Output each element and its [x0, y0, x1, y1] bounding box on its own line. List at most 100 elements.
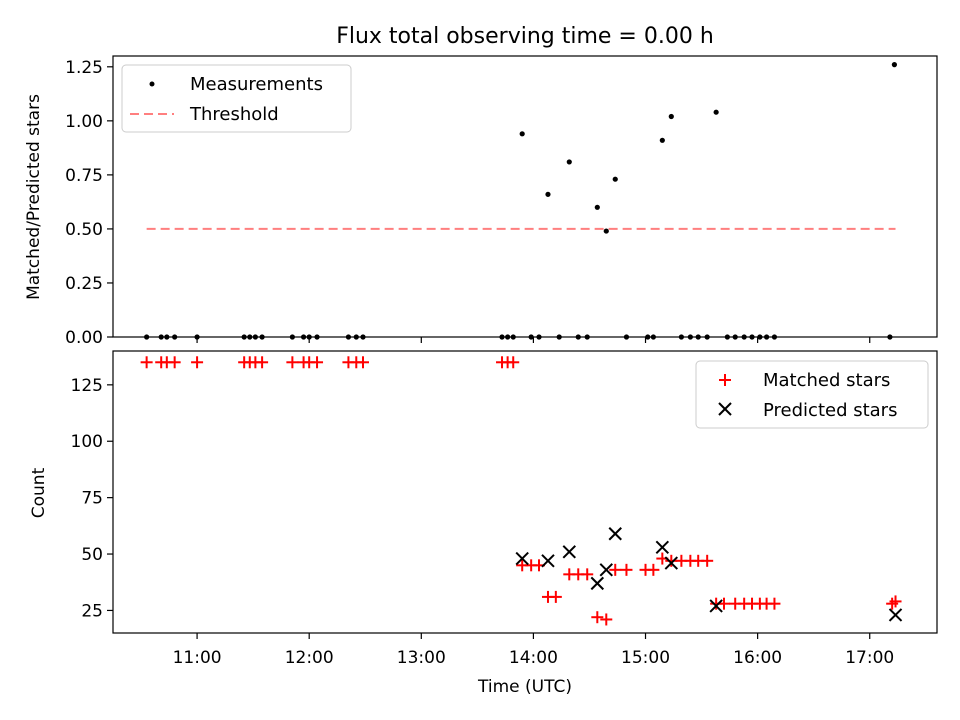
measurement-point	[623, 334, 630, 340]
measurement-point	[645, 334, 651, 340]
predicted-star-point	[888, 608, 903, 622]
figure-title: Flux total observing time = 0.00 h	[336, 24, 714, 49]
measurement-point	[771, 334, 778, 340]
top-y-tick-label: 0.50	[65, 220, 103, 240]
measurement-point	[545, 191, 551, 197]
matched-star-point	[191, 356, 204, 369]
measurement-point	[704, 334, 710, 340]
measurement-point	[164, 334, 170, 340]
measurement-point	[510, 334, 516, 340]
measurement-point	[505, 334, 511, 340]
matched-star-point	[140, 356, 153, 369]
measurement-point	[659, 137, 665, 143]
predicted-star-point	[541, 554, 555, 568]
measurement-point	[353, 334, 359, 340]
measurement-point	[650, 334, 656, 340]
measurement-point	[252, 334, 258, 340]
top-y-tick-label: 0.00	[65, 328, 103, 348]
measurement-point	[247, 334, 253, 340]
bottom-panel: 25 50 75 100 125 11:00 12:00 13:00 14:00 15:00 16…	[29, 350, 938, 697]
measurement-point	[603, 228, 609, 234]
measurement-point	[314, 334, 320, 340]
matched-star-point	[701, 554, 714, 567]
matched-star-point	[620, 563, 633, 576]
bottom-x-tick-label: 11:00	[173, 648, 222, 668]
bottom-x-tick-label: 17:00	[845, 648, 894, 668]
bottom-legend: Matched stars Predicted stars	[695, 360, 929, 429]
measurement-point	[724, 334, 730, 340]
measurement-point	[887, 334, 893, 340]
measurement-point	[528, 334, 534, 340]
legend-threshold-label: Threshold	[189, 104, 279, 125]
legend-measurements-label: Measurements	[190, 74, 323, 95]
matched-star-point	[311, 356, 324, 369]
measurement-point	[584, 334, 590, 340]
measurement-point	[732, 334, 738, 340]
bottom-y-tick-label: 25	[81, 601, 103, 621]
top-legend: Measurements Threshold	[121, 64, 352, 133]
top-panel: 0.00 0.25 0.50 0.75 1.00 1.25 Matched/Predict…	[24, 55, 938, 348]
bottom-y-label: Count	[29, 467, 49, 518]
measurement-point	[194, 334, 200, 340]
matched-star-point	[889, 595, 902, 608]
measurement-point	[289, 334, 295, 340]
predicted-star-point	[664, 556, 679, 570]
measurement-point	[519, 131, 525, 137]
matched-star-point	[286, 356, 299, 369]
matched-star-point	[581, 568, 594, 581]
bottom-y-tick-label: 50	[81, 545, 103, 565]
top-y-label: Matched/Predicted stars	[24, 94, 44, 300]
bottom-x-tick-label: 13:00	[397, 648, 446, 668]
measurement-points	[144, 62, 897, 340]
legend-matched-marker	[719, 374, 731, 386]
measurement-point	[499, 334, 505, 340]
top-y-tick-label: 0.75	[65, 166, 103, 186]
matched-star-point	[357, 356, 370, 369]
measurement-point	[594, 204, 600, 210]
matched-star-point	[647, 563, 660, 576]
matched-star-point	[717, 597, 730, 610]
top-y-tick-label: 1.00	[65, 112, 103, 132]
matched-star-point	[256, 356, 269, 369]
predicted-star-point	[608, 527, 622, 541]
legend-predicted-label: Predicted stars	[763, 400, 897, 421]
predicted-star-point	[515, 551, 529, 566]
bottom-x-tick-label: 15:00	[621, 648, 670, 668]
bottom-x-tick-label: 12:00	[285, 648, 334, 668]
predicted-star-point	[599, 563, 613, 577]
measurement-point	[241, 334, 247, 340]
bottom-y-tick-label: 100	[71, 432, 103, 452]
measurement-point	[144, 334, 150, 340]
x-axis-label: Time (UTC)	[477, 677, 572, 697]
matched-star-points	[140, 356, 902, 626]
measurement-point	[741, 334, 747, 340]
bottom-y-tick-label: 125	[71, 376, 103, 396]
bottom-x-axis: 11:00 12:00 13:00 14:00 15:00 16:00 17:00	[173, 633, 894, 668]
measurement-point	[566, 159, 572, 165]
measurement-point	[678, 334, 684, 340]
legend-measurement-marker	[149, 81, 155, 87]
measurement-point	[360, 334, 366, 340]
measurement-point	[556, 334, 562, 340]
bottom-y-tick-label: 75	[81, 489, 103, 509]
matched-star-point	[549, 590, 562, 603]
measurement-point	[668, 113, 674, 120]
matched-star-point	[768, 597, 781, 610]
measurement-point	[749, 334, 755, 340]
top-y-tick-label: 0.25	[65, 274, 103, 294]
predicted-star-point	[562, 545, 576, 559]
measurement-point	[345, 334, 352, 340]
predicted-star-point	[590, 576, 605, 591]
predicted-star-points	[515, 527, 903, 622]
matched-star-point	[600, 613, 613, 626]
matched-star-point	[609, 563, 622, 576]
measurement-point	[763, 334, 770, 340]
measurement-point	[172, 334, 178, 340]
matched-star-point	[507, 356, 520, 369]
bottom-x-tick-label: 16:00	[733, 648, 782, 668]
measurement-point	[891, 62, 897, 68]
predicted-star-point	[655, 540, 670, 554]
legend-predicted-marker	[718, 402, 732, 416]
top-y-tick-label: 1.25	[65, 58, 103, 78]
